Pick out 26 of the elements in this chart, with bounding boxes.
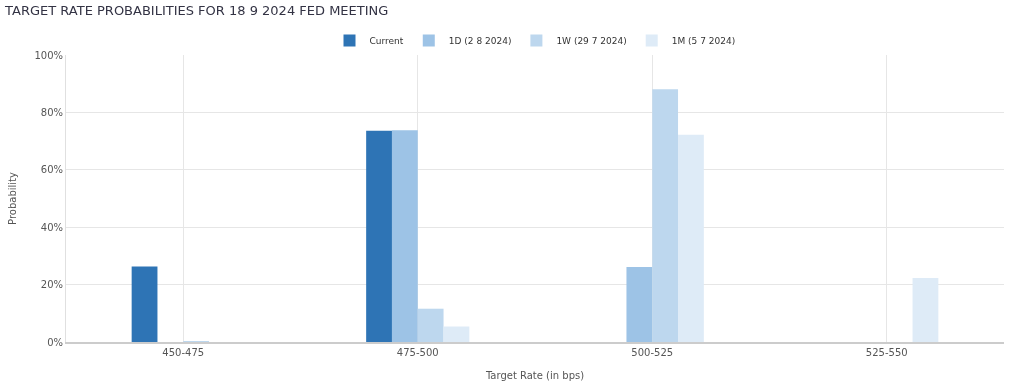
x-axis-title: Target Rate (in bps): [484, 370, 585, 381]
y-tick-label: 60%: [40, 164, 63, 176]
chart-title: TARGET RATE PROBABILITIES FOR 18 9 2024 FED MEETING: [4, 2, 389, 18]
y-tick-label: 100%: [34, 49, 63, 61]
bar: [912, 278, 939, 342]
y-tick-label: 20%: [40, 279, 63, 291]
x-tick-label: 525-550: [865, 347, 908, 358]
x-tick-label: 450-475: [162, 347, 205, 358]
bar: [652, 89, 679, 342]
bar: [417, 308, 444, 342]
bar: [626, 267, 653, 342]
bar: [366, 130, 392, 342]
bar: [678, 134, 704, 342]
y-tick-label: 0%: [47, 336, 63, 348]
bar: [391, 130, 418, 342]
bar: [131, 266, 158, 342]
x-tick-label: 475-500: [396, 347, 439, 358]
y-tick-label: 40%: [40, 221, 63, 233]
y-axis-title: Probability: [7, 171, 19, 225]
legend-label: 1M (5 7 2024): [671, 36, 736, 47]
legend-label: Current: [369, 36, 404, 47]
legend-label: 1W (29 7 2024): [556, 36, 627, 47]
y-tick-label: 80%: [40, 106, 63, 118]
bar: [443, 326, 470, 342]
x-tick-label: 500-525: [631, 347, 674, 358]
legend-label: 1D (2 8 2024): [448, 36, 512, 47]
